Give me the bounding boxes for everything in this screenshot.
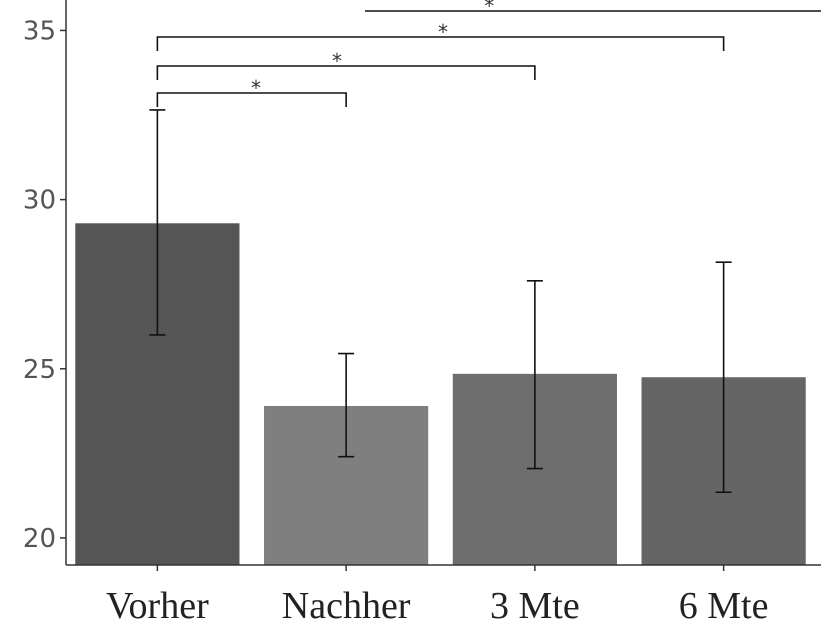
- y-tick-label: 30: [23, 186, 56, 216]
- significance-label: *: [484, 0, 494, 18]
- significance-label: *: [251, 76, 261, 100]
- significance-label: *: [438, 20, 448, 44]
- significance-bracket: [156, 92, 347, 107]
- x-tick-label: 6 Mte: [679, 585, 769, 627]
- x-tick-label: 3 Mte: [490, 585, 580, 627]
- significance-bracket: [156, 36, 725, 51]
- x-tick-label: Vorher: [106, 585, 209, 627]
- x-tick-label: Nachher: [282, 585, 411, 627]
- bars-layer: [75, 223, 806, 566]
- y-tick-label: 20: [23, 524, 56, 554]
- y-tick-label: 25: [23, 355, 56, 385]
- significance-bracket: [156, 65, 536, 80]
- y-tick-label: 35: [23, 16, 56, 46]
- axes-layer: 20 25 30 35 Vorher Nachher 3 Mte 6 Mte: [23, 0, 821, 627]
- significance-label: *: [332, 49, 342, 73]
- significance-layer: * * * *: [156, 0, 821, 107]
- error-bars-layer: [149, 109, 732, 494]
